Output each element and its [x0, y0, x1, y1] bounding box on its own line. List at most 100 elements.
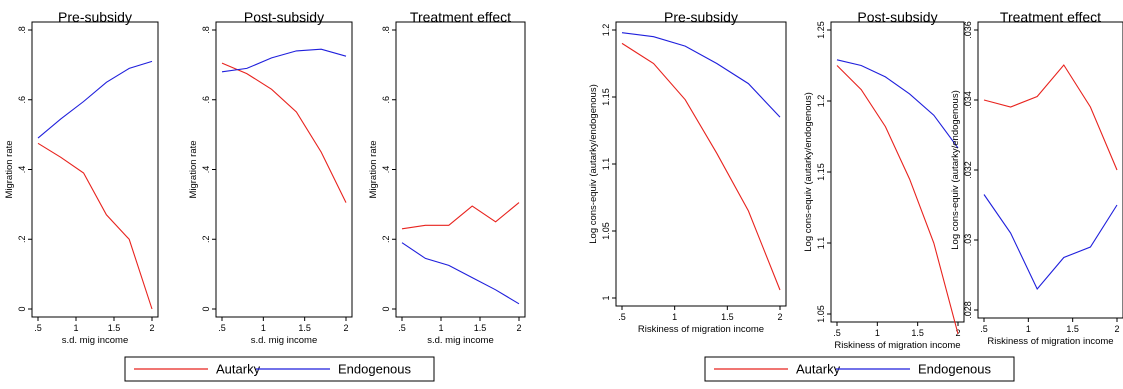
- y-tick-label: .034: [963, 91, 973, 109]
- y-tick-label: .4: [17, 166, 27, 174]
- x-tick-label: 1.5: [474, 323, 487, 333]
- y-tick-label: .036: [963, 21, 973, 39]
- y-tick-label: 1.2: [601, 24, 611, 37]
- plot-frame: [31, 21, 159, 318]
- legend-label-endogenous: Endogenous: [338, 362, 412, 377]
- x-tick-label: 2: [343, 323, 348, 333]
- y-tick-label: .8: [381, 26, 391, 34]
- y-axis-label: Log cons-equiv (autarky/endogenous): [588, 84, 599, 244]
- y-tick-label: 1.15: [601, 88, 611, 106]
- chart-panel-2: Post-subsidy .5 1 1.5 2 s.d. mig income 0 .2 .4.…: [188, 9, 353, 346]
- y-tick-label: .6: [201, 96, 211, 104]
- x-tick-label: 1: [438, 323, 443, 333]
- y-axis-label: Log cons-equiv (autarky/endogenous): [950, 90, 961, 250]
- series-line-endogenous: [37, 60, 153, 139]
- y-tick-label: .03: [963, 234, 973, 247]
- y-tick-label: 1: [601, 295, 611, 300]
- y-tick-label: .6: [17, 96, 27, 104]
- chart-title: Pre-subsidy: [664, 9, 738, 25]
- x-tick-label: 1: [672, 312, 677, 322]
- y-tick-label: 1.1: [816, 237, 826, 250]
- chart-title: Post-subsidy: [244, 9, 324, 25]
- x-tick-label: 1.5: [108, 323, 121, 333]
- x-tick-label: 1.5: [1066, 324, 1079, 334]
- y-tick-label: .2: [17, 235, 27, 243]
- y-tick-label: .8: [17, 26, 27, 34]
- x-tick-label: 2: [516, 323, 521, 333]
- y-tick-label: 1.15: [816, 163, 826, 181]
- x-axis-label: Riskiness of migration income: [638, 324, 764, 335]
- chart-panel-4: Pre-subsidy .5 1 1.5 2 Riskiness of migration…: [588, 9, 787, 335]
- chart-title: Post-subsidy: [857, 9, 937, 25]
- y-axis-label: Log cons-equiv (autarky/endogenous): [803, 92, 814, 252]
- y-tick-label: .028: [963, 301, 973, 319]
- y-tick-label: 1.05: [816, 305, 826, 323]
- y-tick-label: 1.1: [601, 158, 611, 171]
- y-tick-label: .4: [201, 166, 211, 174]
- series-line-autarky: [401, 202, 520, 230]
- x-tick-label: 2: [777, 312, 782, 322]
- series-line-endogenous: [401, 242, 520, 305]
- y-tick-label: 1.25: [816, 21, 826, 39]
- plot-frame: [215, 21, 353, 318]
- y-tick-label: 0: [381, 306, 391, 311]
- y-tick-label: .8: [201, 26, 211, 34]
- y-axis-label: Migration rate: [368, 140, 379, 198]
- x-tick-label: .5: [34, 323, 42, 333]
- y-tick-label: 1.2: [816, 95, 826, 108]
- x-tick-label: .5: [980, 324, 988, 334]
- chart-title: Treatment effect: [410, 9, 511, 25]
- x-tick-label: 1.5: [298, 323, 311, 333]
- series-line-autarky: [836, 65, 959, 335]
- y-tick-label: 0: [201, 306, 211, 311]
- x-tick-label: 2: [1114, 324, 1119, 334]
- plot-frame: [615, 21, 787, 307]
- x-tick-label: 1.5: [911, 328, 924, 338]
- x-axis-label: Riskiness of migration income: [987, 336, 1113, 347]
- x-axis-label: s.d. mig income: [427, 335, 494, 346]
- legend-label-autarky: Autarky: [796, 362, 841, 377]
- y-axis-label: Migration rate: [4, 140, 15, 198]
- y-tick-label: 1.05: [601, 222, 611, 240]
- x-tick-label: 2: [149, 323, 154, 333]
- x-axis-label: s.d. mig income: [62, 335, 129, 346]
- legend-1: Autarky Endogenous: [124, 356, 435, 382]
- chart-title: Pre-subsidy: [58, 9, 132, 25]
- y-tick-label: 0: [17, 306, 27, 311]
- x-tick-label: .5: [218, 323, 226, 333]
- x-tick-label: .5: [833, 328, 841, 338]
- series-line-endogenous: [221, 48, 347, 73]
- plot-frame: [830, 21, 965, 323]
- series-line-autarky: [37, 142, 153, 310]
- x-tick-label: 1.5: [721, 312, 734, 322]
- series-line-autarky: [621, 42, 781, 291]
- legend-label-autarky: Autarky: [216, 362, 261, 377]
- x-axis-label: s.d. mig income: [251, 335, 318, 346]
- chart-title: Treatment effect: [1000, 9, 1101, 25]
- legend-2: Autarky Endogenous: [704, 356, 1015, 382]
- x-tick-label: .5: [398, 323, 406, 333]
- x-tick-label: 1: [73, 323, 78, 333]
- y-tick-label: .4: [381, 166, 391, 174]
- legend-label-endogenous: Endogenous: [918, 362, 992, 377]
- y-tick-label: .2: [201, 235, 211, 243]
- chart-panel-3: Treatment effect .5 1 1.5 2 s.d. mig income 0.…: [368, 9, 526, 346]
- x-tick-label: 1: [261, 323, 266, 333]
- x-axis-label: Riskiness of migration income: [834, 340, 960, 351]
- y-tick-label: .6: [381, 96, 391, 104]
- series-line-autarky: [221, 62, 347, 203]
- x-tick-label: .5: [618, 312, 626, 322]
- x-tick-label: 1: [875, 328, 880, 338]
- series-line-autarky: [983, 64, 1118, 171]
- x-tick-label: 1: [1026, 324, 1031, 334]
- series-line-endogenous: [836, 59, 959, 149]
- y-tick-label: .032: [963, 161, 973, 179]
- series-line-endogenous: [983, 194, 1118, 291]
- y-axis-label: Migration rate: [188, 140, 199, 198]
- chart-panel-1: Pre-subsidy .5 1 1.5 2 s.d. mig income 0 .2 .4 .6…: [4, 9, 159, 346]
- plot-frame: [395, 21, 526, 318]
- y-tick-label: .2: [381, 235, 391, 243]
